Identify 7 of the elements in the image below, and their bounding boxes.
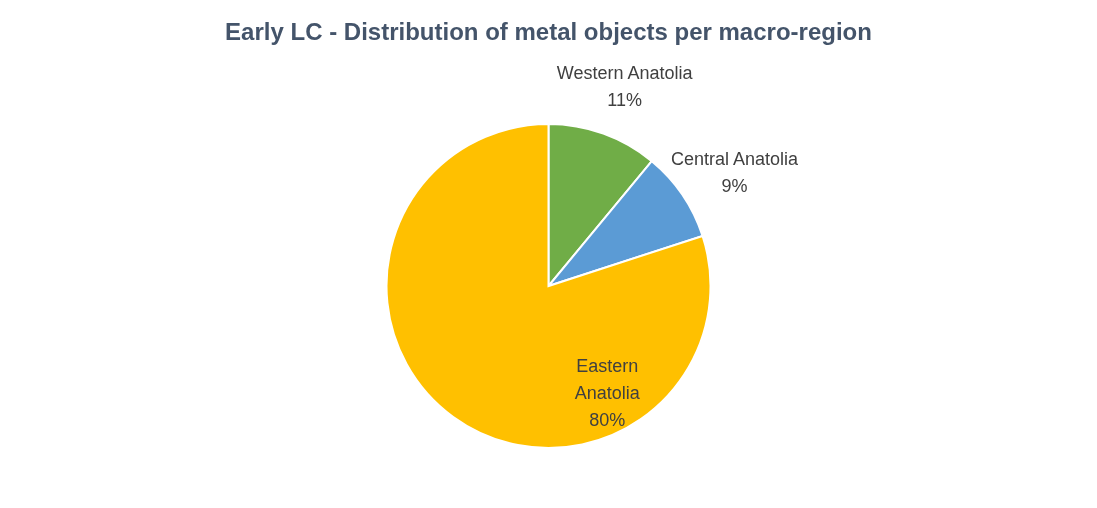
chart-title: Early LC - Distribution of metal objects per macro-region [225,18,872,46]
slice-label: Central Anatolia [671,148,800,169]
data-label: 80% [589,409,626,430]
slice-label: Western Anatolia [556,63,694,84]
slice-label: Eastern Anatolia [574,355,641,403]
data-label: 11% [607,90,643,111]
data-label: 9% [721,175,748,196]
